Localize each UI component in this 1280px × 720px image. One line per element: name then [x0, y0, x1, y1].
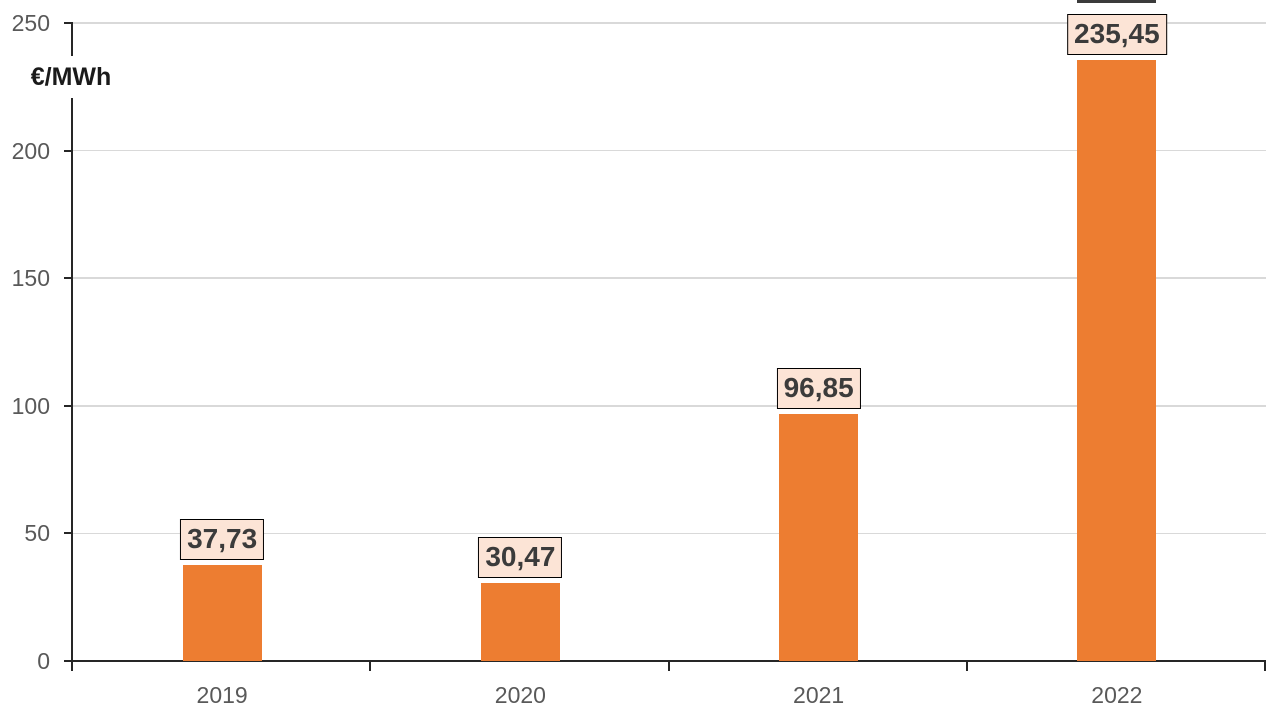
gridline-200 [73, 149, 1266, 152]
y-tick-mark-50 [64, 532, 73, 535]
y-axis-title: €/MWh [18, 56, 124, 98]
x-tick-mark-2 [667, 661, 670, 671]
bar-2019 [182, 564, 262, 661]
gridline-50 [73, 532, 1266, 535]
y-tick-mark-250 [64, 22, 73, 24]
y-tick-mark-0 [64, 660, 73, 662]
x-tick-mark-0 [71, 661, 73, 671]
bar-2021 [779, 413, 859, 661]
y-tick-label-200: 200 [11, 137, 50, 164]
x-category-label-2022: 2022 [1091, 682, 1143, 708]
bar-2022 [1077, 60, 1157, 661]
data-label-2019: 37,73 [180, 518, 265, 560]
x-category-label-2020: 2020 [494, 682, 546, 708]
data-label-2021: 96,85 [776, 367, 861, 409]
x-category-label-2021: 2021 [793, 682, 845, 708]
y-tick-mark-100 [64, 404, 73, 407]
bar-2020 [480, 583, 560, 661]
y-tick-label-100: 100 [11, 392, 50, 419]
y-tick-label-0: 0 [37, 648, 50, 674]
y-tick-label-250: 250 [11, 10, 50, 36]
x-category-label-2019: 2019 [196, 682, 248, 708]
y-tick-label-150: 150 [11, 265, 50, 292]
y-tick-label-50: 50 [24, 520, 50, 547]
x-tick-mark-1 [369, 661, 372, 671]
gridline-100 [73, 405, 1266, 407]
x-tick-mark-4 [1264, 661, 1266, 671]
cropped-label-fragment [1077, 0, 1156, 3]
y-axis-line [71, 23, 73, 661]
data-label-2020: 30,47 [478, 537, 563, 579]
x-tick-mark-3 [965, 661, 968, 671]
gridline-150 [73, 277, 1266, 279]
gridline-250 [73, 22, 1266, 24]
data-label-2022: 235,45 [1067, 14, 1167, 56]
y-tick-mark-200 [64, 149, 73, 152]
y-tick-mark-150 [64, 277, 73, 280]
